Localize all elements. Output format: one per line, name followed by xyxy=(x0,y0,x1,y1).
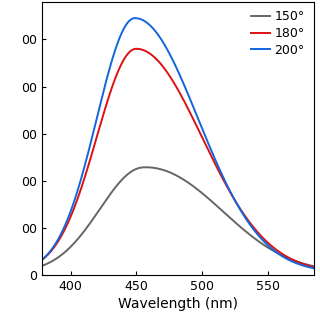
150° xyxy=(261,243,265,246)
200° xyxy=(133,16,137,20)
180° xyxy=(150,53,154,57)
Line: 150°: 150° xyxy=(38,167,320,268)
180° xyxy=(256,231,260,235)
Line: 180°: 180° xyxy=(38,49,320,268)
180° xyxy=(134,47,138,51)
200° xyxy=(230,193,234,197)
150° xyxy=(65,249,68,253)
200° xyxy=(36,261,40,265)
200° xyxy=(261,239,265,243)
200° xyxy=(65,220,68,224)
150° xyxy=(318,266,320,269)
180° xyxy=(230,193,234,197)
Legend: 150°, 180°, 200°: 150°, 180°, 200° xyxy=(248,8,307,59)
180° xyxy=(36,261,40,265)
150° xyxy=(144,165,148,169)
180° xyxy=(318,267,320,270)
180° xyxy=(160,64,164,68)
180° xyxy=(261,236,265,240)
150° xyxy=(150,166,154,170)
Line: 200°: 200° xyxy=(38,18,320,269)
200° xyxy=(160,39,164,43)
150° xyxy=(160,168,164,172)
150° xyxy=(256,239,260,243)
X-axis label: Wavelength (nm): Wavelength (nm) xyxy=(118,297,237,311)
150° xyxy=(230,218,234,221)
200° xyxy=(318,268,320,271)
150° xyxy=(36,265,40,269)
180° xyxy=(65,224,68,228)
200° xyxy=(256,233,260,237)
200° xyxy=(150,26,154,29)
